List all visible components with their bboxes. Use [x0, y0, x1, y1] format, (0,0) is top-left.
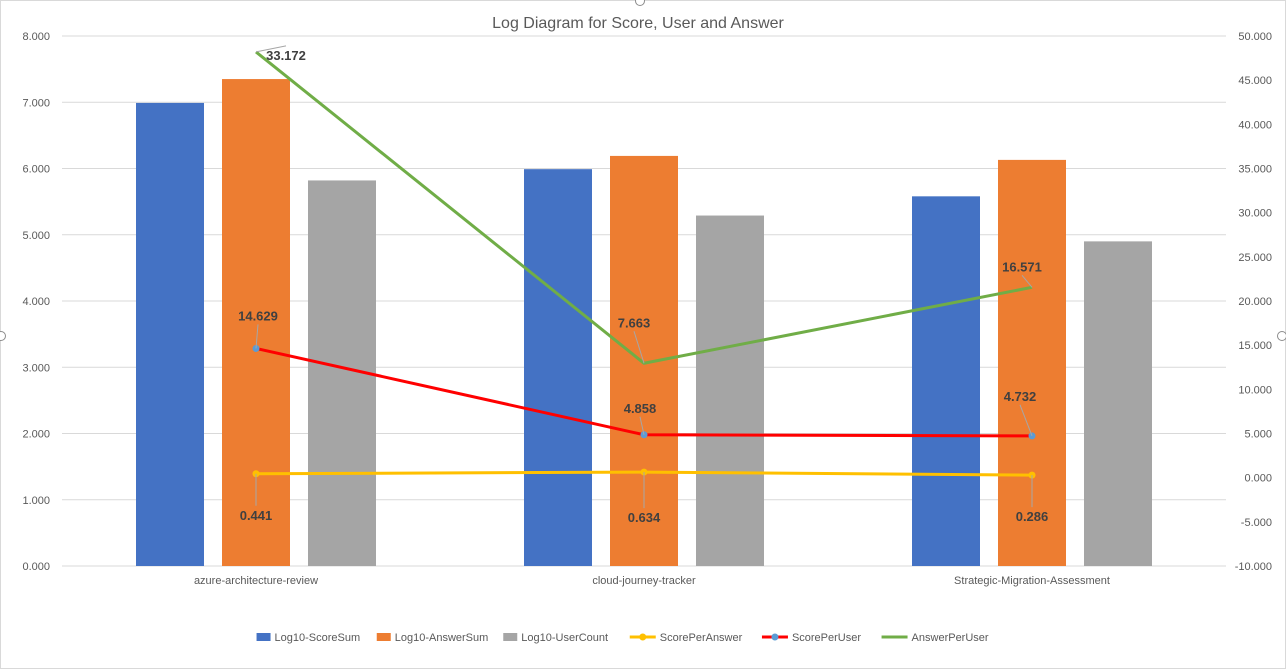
data-label-scoreperanswer: 0.441 — [240, 508, 273, 523]
data-label-scoreperuser: 4.732 — [1004, 389, 1037, 404]
legend-label: Log10-UserCount — [521, 632, 608, 644]
data-label-leader — [633, 331, 645, 364]
data-label-scoreperanswer: 0.286 — [1016, 509, 1049, 524]
left-y-axis: 0.000 1.000 2.000 3.000 4.000 5.000 6.000 7.000… — [22, 31, 50, 573]
left-axis-tick-label: 6.000 — [22, 164, 50, 176]
category-label: azure-architecture-review — [194, 575, 318, 587]
legend-label: ScorePerUser — [792, 632, 861, 644]
legend-item-scoreperanswer: ScorePerAnswer — [629, 632, 743, 644]
right-axis-tick-label: 45.000 — [1238, 75, 1272, 87]
left-axis-tick-label: 7.000 — [22, 97, 50, 109]
legend-item-scoreperuser: ScorePerUser — [761, 632, 861, 644]
bar-log10-scoresum-1 — [136, 102, 204, 566]
left-axis-tick-label: 5.000 — [22, 230, 50, 242]
bar-log10-scoresum-3 — [912, 196, 980, 566]
category-label: Strategic-Migration-Assessment — [954, 575, 1110, 587]
data-label-scoreperanswer: 0.634 — [628, 510, 661, 525]
right-axis-tick-label: 15.000 — [1238, 340, 1272, 352]
resize-handle-left[interactable] — [0, 331, 6, 341]
data-label-leader — [255, 324, 259, 349]
legend-label: Log10-AnswerSum — [395, 632, 489, 644]
right-axis-tick-label: 35.000 — [1238, 164, 1272, 176]
data-label-answerperuser: 33.172 — [266, 48, 306, 63]
legend-item-log10-scoresum: Log10-ScoreSum — [256, 632, 361, 644]
data-label-leader — [1019, 404, 1033, 437]
left-axis-tick-label: 1.000 — [22, 495, 50, 507]
right-axis-tick-label: 25.000 — [1238, 252, 1272, 264]
right-axis-tick-label: 20.000 — [1238, 296, 1272, 308]
legend-swatch — [376, 633, 391, 641]
data-label-scoreperuser: 4.858 — [624, 401, 657, 416]
legend-item-log10-answersum: Log10-AnswerSum — [376, 632, 489, 644]
legend-label: AnswerPerUser — [912, 632, 989, 644]
left-axis-tick-label: 3.000 — [22, 362, 50, 374]
legend-item-answerperuser: AnswerPerUser — [881, 632, 989, 644]
right-axis-tick-label: 40.000 — [1238, 119, 1272, 131]
legend-marker — [771, 633, 779, 641]
legend-marker — [639, 633, 647, 641]
data-label-answerperuser: 16.571 — [1002, 259, 1042, 274]
resize-handle-top[interactable] — [635, 0, 645, 6]
category-axis: azure-architecture-review cloud-journey-t… — [194, 575, 1110, 587]
resize-handle-right[interactable] — [1277, 331, 1286, 341]
data-label-leader — [1021, 274, 1033, 288]
left-axis-tick-label: 4.000 — [22, 296, 50, 308]
left-axis-tick-label: 0.000 — [22, 561, 50, 573]
data-labels: 0.441 0.634 0.286 14.629 4.858 4.732 33.172 7.6… — [238, 45, 1049, 525]
bar-log10-usercount-2 — [696, 215, 764, 566]
left-axis-tick-label: 8.000 — [22, 31, 50, 43]
right-axis-tick-label: -5.000 — [1241, 517, 1272, 529]
right-axis-tick-label: 10.000 — [1238, 384, 1272, 396]
right-axis-tick-label: 30.000 — [1238, 208, 1272, 220]
right-axis-tick-label: -10.000 — [1235, 561, 1272, 573]
right-axis-tick-label: 5.000 — [1244, 429, 1272, 441]
right-y-axis: -10.000 -5.000 0.000 5.000 10.000 15.000 20.00… — [1235, 31, 1272, 573]
legend-label: ScorePerAnswer — [660, 632, 743, 644]
data-label-leader — [639, 416, 645, 435]
bar-log10-usercount-3 — [1084, 241, 1152, 566]
legend-swatch — [503, 633, 518, 641]
right-axis-tick-label: 0.000 — [1244, 473, 1272, 485]
legend-item-log10-usercount: Log10-UserCount — [503, 632, 608, 644]
data-label-answerperuser: 7.663 — [618, 315, 651, 330]
legend: Log10-ScoreSum Log10-AnswerSum Log10-UserC… — [256, 632, 989, 644]
left-axis-tick-label: 2.000 — [22, 429, 50, 441]
chart-title: Log Diagram for Score, User and Answer — [492, 15, 784, 32]
data-label-scoreperuser: 14.629 — [238, 308, 278, 323]
data-label-leader — [255, 45, 287, 53]
right-axis-tick-label: 50.000 — [1238, 31, 1272, 43]
category-label: cloud-journey-tracker — [592, 575, 696, 587]
legend-swatch — [256, 633, 271, 641]
bar-log10-scoresum-2 — [524, 169, 592, 566]
legend-label: Log10-ScoreSum — [275, 632, 361, 644]
